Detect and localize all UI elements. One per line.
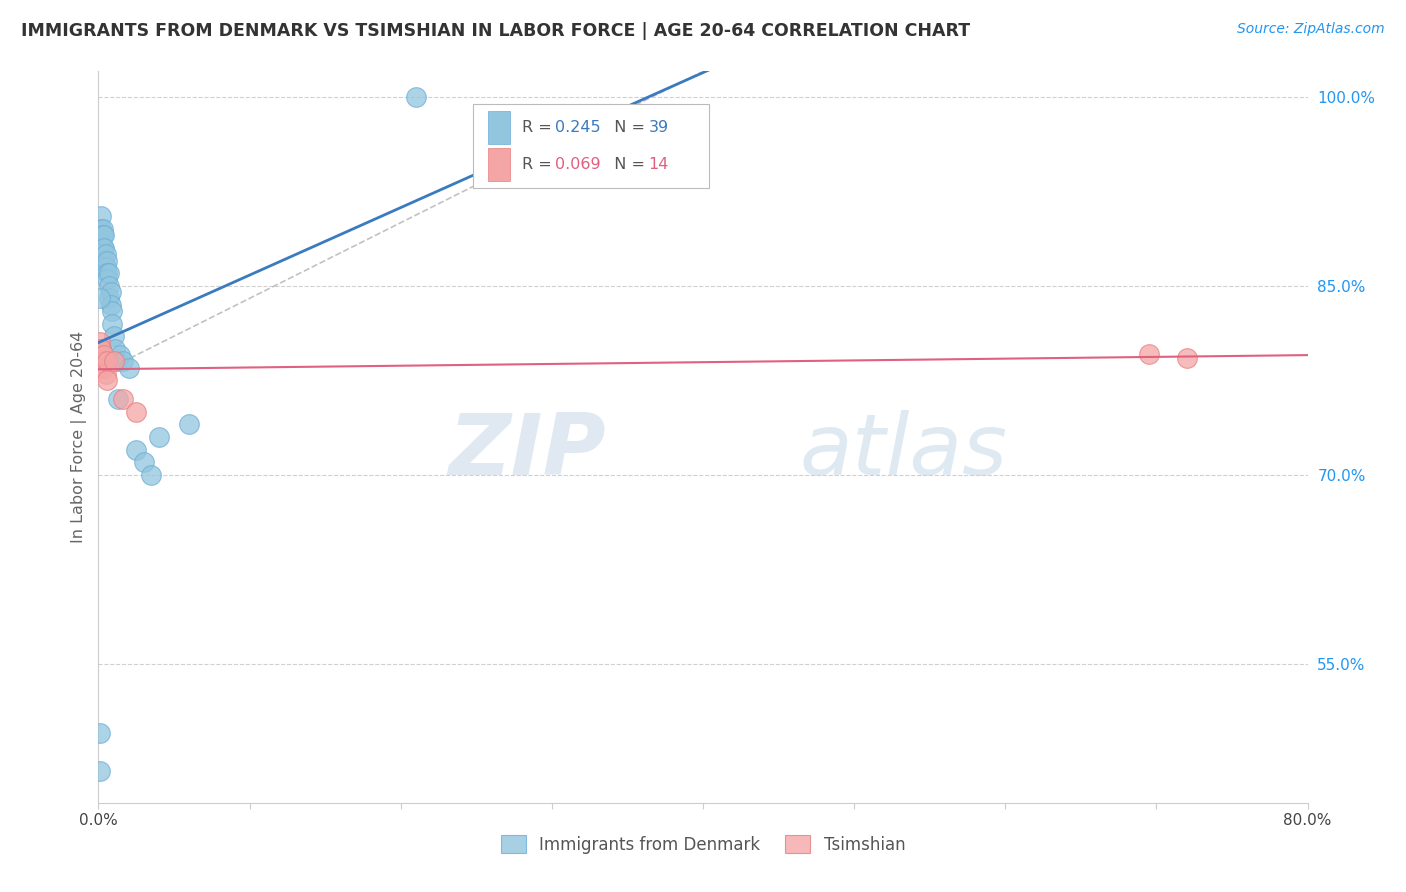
Point bbox=[103, 329, 125, 343]
Text: ZIP: ZIP bbox=[449, 410, 606, 493]
Point bbox=[90, 235, 112, 249]
Point bbox=[90, 360, 112, 375]
Point bbox=[93, 348, 115, 362]
Point bbox=[98, 278, 121, 293]
Point bbox=[118, 360, 141, 375]
Point bbox=[91, 241, 114, 255]
Point bbox=[89, 291, 111, 305]
Point bbox=[89, 764, 111, 779]
Text: 0.245: 0.245 bbox=[555, 120, 602, 136]
Point bbox=[111, 354, 134, 368]
Point bbox=[107, 392, 129, 407]
Point bbox=[100, 285, 122, 299]
Point bbox=[101, 317, 124, 331]
Point bbox=[94, 367, 117, 381]
Point bbox=[91, 222, 114, 236]
Point bbox=[89, 726, 111, 740]
Point bbox=[96, 266, 118, 280]
Point bbox=[94, 247, 117, 261]
Text: 39: 39 bbox=[648, 120, 669, 136]
Point bbox=[96, 272, 118, 286]
Point bbox=[103, 354, 125, 368]
Point bbox=[90, 222, 112, 236]
Point bbox=[148, 430, 170, 444]
FancyBboxPatch shape bbox=[474, 104, 709, 188]
Point bbox=[1137, 347, 1160, 361]
Point bbox=[101, 304, 124, 318]
Point bbox=[93, 228, 115, 243]
Point bbox=[104, 342, 127, 356]
Point bbox=[96, 253, 118, 268]
Text: N =: N = bbox=[603, 157, 650, 172]
Point bbox=[96, 373, 118, 387]
Legend: Immigrants from Denmark, Tsimshian: Immigrants from Denmark, Tsimshian bbox=[494, 829, 912, 860]
Point bbox=[93, 241, 115, 255]
Point bbox=[405, 89, 427, 103]
Text: atlas: atlas bbox=[800, 410, 1008, 493]
Point bbox=[105, 354, 128, 368]
Point bbox=[90, 210, 112, 224]
Text: R =: R = bbox=[522, 157, 557, 172]
Point bbox=[89, 335, 111, 350]
Text: Source: ZipAtlas.com: Source: ZipAtlas.com bbox=[1237, 22, 1385, 37]
FancyBboxPatch shape bbox=[488, 112, 509, 145]
Point bbox=[93, 360, 115, 375]
Text: R =: R = bbox=[522, 120, 557, 136]
Point bbox=[90, 342, 112, 356]
FancyBboxPatch shape bbox=[488, 148, 509, 181]
Point bbox=[125, 405, 148, 419]
Point bbox=[132, 455, 155, 469]
Point bbox=[1175, 351, 1198, 365]
Text: IMMIGRANTS FROM DENMARK VS TSIMSHIAN IN LABOR FORCE | AGE 20-64 CORRELATION CHAR: IMMIGRANTS FROM DENMARK VS TSIMSHIAN IN … bbox=[21, 22, 970, 40]
Point bbox=[100, 298, 122, 312]
Point bbox=[91, 228, 114, 243]
Point bbox=[108, 348, 131, 362]
Point bbox=[141, 467, 163, 482]
Point bbox=[98, 266, 121, 280]
Y-axis label: In Labor Force | Age 20-64: In Labor Force | Age 20-64 bbox=[72, 331, 87, 543]
Point bbox=[90, 342, 112, 356]
Point bbox=[94, 260, 117, 274]
Point bbox=[179, 417, 201, 432]
Text: 14: 14 bbox=[648, 157, 669, 172]
Point bbox=[91, 354, 114, 368]
Point bbox=[98, 291, 121, 305]
Text: N =: N = bbox=[603, 120, 650, 136]
Point bbox=[96, 354, 118, 368]
Point bbox=[125, 442, 148, 457]
Point bbox=[93, 253, 115, 268]
Point bbox=[91, 348, 114, 362]
Point bbox=[111, 392, 134, 407]
Text: 0.069: 0.069 bbox=[555, 157, 602, 172]
